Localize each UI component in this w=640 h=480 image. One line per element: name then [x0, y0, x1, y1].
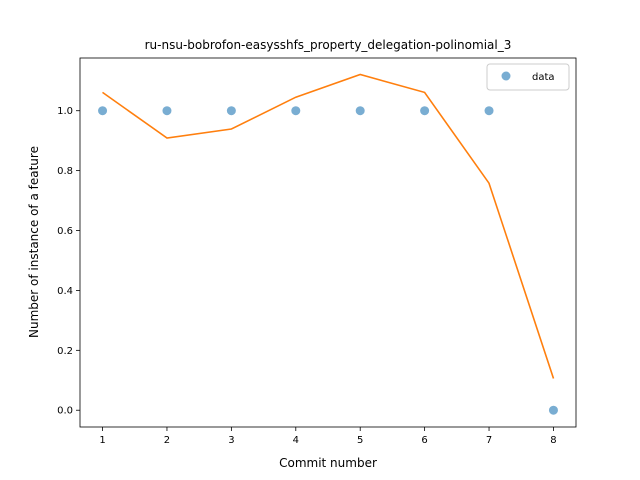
- y-tick-label: 0.8: [57, 166, 73, 177]
- data-point: [226, 106, 236, 116]
- y-axis-label: Number of instance of a feature: [27, 146, 41, 338]
- x-tick-label: 4: [293, 435, 299, 446]
- data-point: [98, 106, 108, 116]
- x-tick-label: 2: [164, 435, 170, 446]
- x-tick-label: 5: [357, 435, 363, 446]
- x-tick-label: 1: [99, 435, 105, 446]
- y-tick-label: 0.2: [57, 346, 73, 357]
- plot-area: 1 2 3 4 5 6 7 8 0.0 0.2 0.4 0.6 0.8 1.0: [57, 57, 577, 446]
- x-tick-label: 7: [486, 435, 492, 446]
- data-point: [355, 106, 365, 116]
- legend-marker-data: [501, 71, 511, 81]
- data-point: [291, 106, 301, 116]
- data-point: [484, 106, 494, 116]
- data-point: [420, 106, 430, 116]
- legend: data: [486, 63, 570, 91]
- y-tick-label: 0.0: [57, 406, 73, 417]
- series-line-1: [102, 73, 555, 379]
- x-tick-label: 3: [228, 435, 234, 446]
- y-tick-label: 0.4: [57, 286, 73, 297]
- axes-frame: [79, 57, 577, 428]
- y-tick-label: 0.6: [57, 226, 73, 237]
- x-tick-label: 6: [421, 435, 427, 446]
- legend-label-data: data: [532, 72, 555, 83]
- y-tick-label: 1.0: [57, 106, 73, 117]
- x-axis-label: Commit number: [279, 456, 377, 470]
- legend-frame: [486, 63, 570, 91]
- data-point: [162, 106, 172, 116]
- chart-title: ru-nsu-bobrofon-easysshfs_property_deleg…: [145, 38, 512, 52]
- x-tick-label: 8: [550, 435, 556, 446]
- data-point: [548, 405, 558, 415]
